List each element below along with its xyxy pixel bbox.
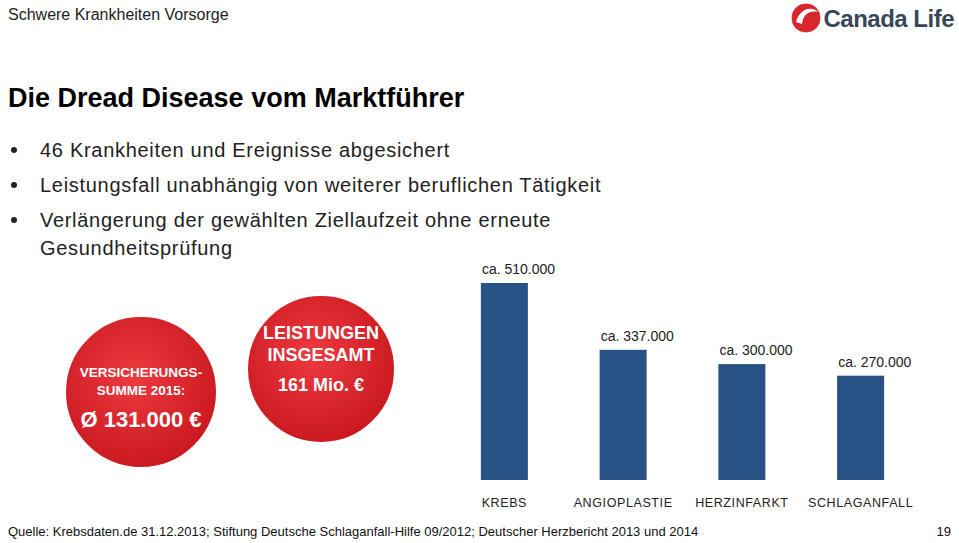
circle-shape [65,316,217,468]
bars [481,283,884,480]
circle-value: Ø 131.000 € [80,407,201,432]
bar [837,376,884,480]
circle-label: VERSICHERUNGS- [80,365,202,380]
bullet-dot [11,217,17,223]
data-label: ca. 337.000 [601,328,674,344]
page-number: 19 [937,524,951,539]
source: Quelle: Krebsdaten.de 31.12.2013; Stiftu… [8,524,698,539]
logo-ring [791,3,821,33]
bar [481,283,528,480]
kpi-circle: VERSICHERUNGS- SUMME 2015: Ø 131.000 € [65,316,217,468]
labels: ca. 510.000 KREBS ca. 337.000 ANGIOPLASTIE c… [482,261,914,510]
title: Die Dread Disease vom Marktführer [8,82,464,114]
header-label: Schwere Krankheiten Vorsorge [8,6,229,24]
category-label: HERZINFARKT [695,496,788,510]
circle-label: SUMME 2015: [97,383,186,398]
logo-text: Canada Life [823,5,954,32]
circle-value: 161 Mio. € [278,375,364,395]
logo-swirl [796,9,818,24]
data-label: ca. 510.000 [482,261,555,277]
bullet-text: 46 Krankheiten und Ereignisse abgesicher… [40,136,650,164]
data-label: ca. 270.000 [838,354,911,370]
logo: Canada Life [791,3,954,33]
bullet-dot [11,182,17,188]
logo-icon [791,3,821,33]
bullet-text: Leistungsfall unabhängig von weiterer be… [40,171,650,199]
circle-label: LEISTUNGEN [263,323,379,343]
bar [718,364,765,480]
circle-shape [247,295,395,443]
data-label: ca. 300.000 [719,342,792,358]
slide-canvas: Canada Life VERSICHERUNGS- SUMME 2015: Ø 13… [0,0,959,543]
circle-label: INSGESAMT [267,345,374,365]
kpi-circle: LEISTUNGENINSGESAMT 161 Mio. € [247,295,395,443]
bullet-dot [11,147,17,153]
category-label: SCHLAGANFALL [808,496,913,510]
category-label: ANGIOPLASTIE [574,496,673,510]
bar [600,350,647,480]
bullet-text: Verlängerung der gewählten Ziellaufzeit … [40,206,650,262]
chart: ca. 510.000 KREBS ca. 337.000 ANGIOPLASTIE c… [481,261,913,510]
category-label: KREBS [482,496,527,510]
